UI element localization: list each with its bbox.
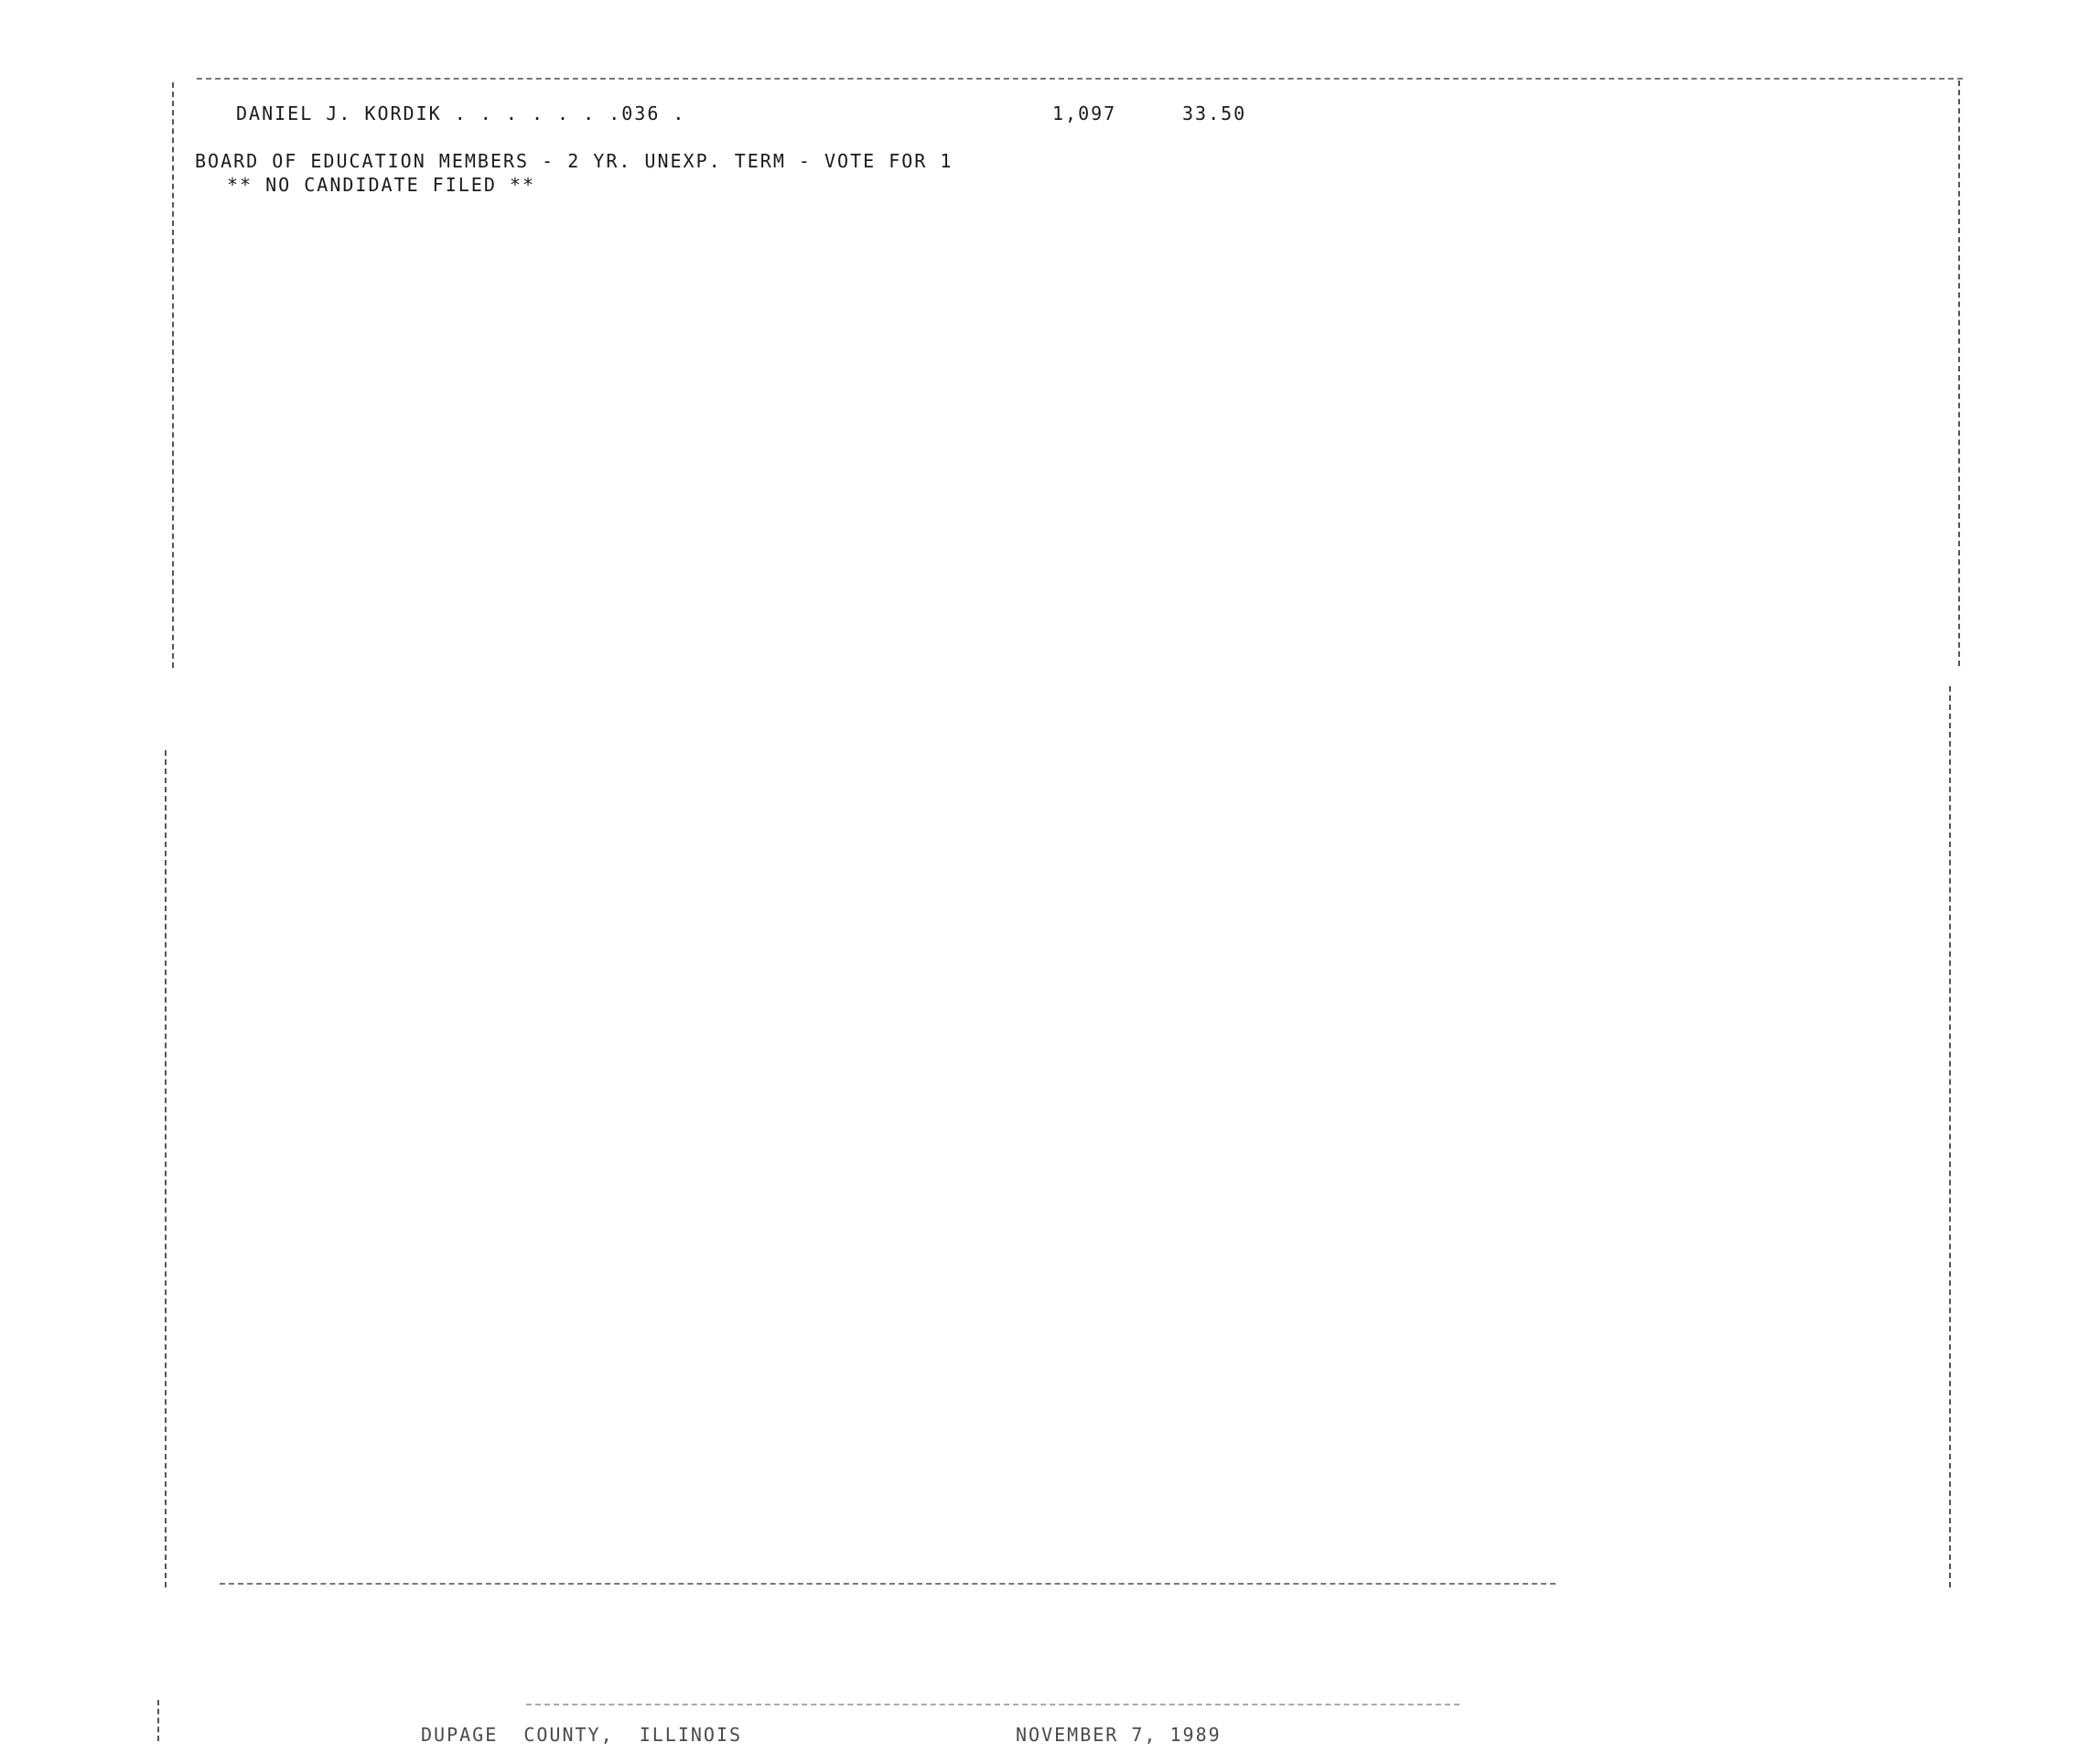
right-frame-edge (1958, 81, 1960, 666)
footer-date: NOVEMBER 7, 1989 (1016, 1724, 1222, 1746)
bottom-frame-rule (220, 1583, 1556, 1585)
contest-note: ** NO CANDIDATE FILED ** (227, 174, 535, 196)
left-frame-edge-lower (165, 750, 167, 1587)
contest-title: BOARD OF EDUCATION MEMBERS - 2 YR. UNEXP… (195, 150, 953, 172)
top-frame-rule (197, 78, 1963, 80)
left-frame-edge (172, 82, 174, 668)
footer-county: DUPAGE COUNTY, ILLINOIS (421, 1724, 743, 1746)
candidate-votes: 1,097 (1052, 102, 1117, 124)
candidate-name: DANIEL J. KORDIK . . . . . . .036 . (236, 102, 686, 124)
footer-separator (526, 1704, 1460, 1705)
footer-left-mark (157, 1700, 159, 1741)
candidate-percent: 33.50 (1182, 102, 1247, 124)
right-frame-edge-lower (1949, 686, 1951, 1587)
